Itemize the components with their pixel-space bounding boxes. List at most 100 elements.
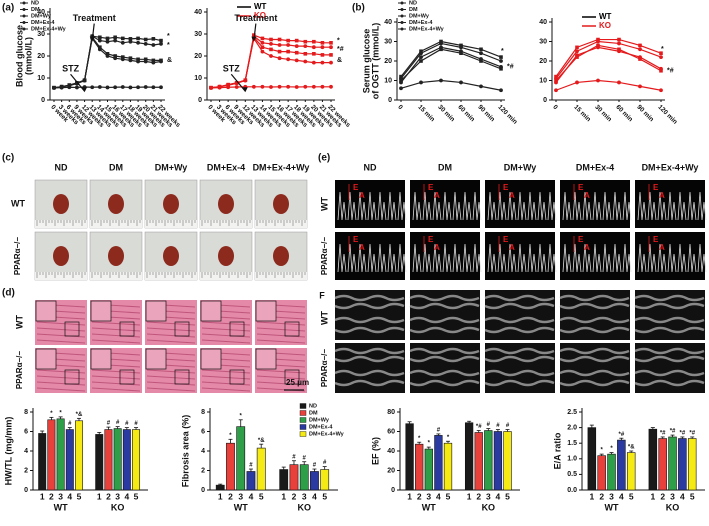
marker	[269, 37, 273, 42]
marker	[479, 47, 483, 52]
marker	[105, 54, 110, 58]
annotation: *	[601, 448, 604, 454]
fiber	[36, 333, 86, 338]
bar	[299, 464, 309, 491]
marker-label: A	[659, 243, 665, 252]
fiber	[146, 381, 196, 386]
fiber	[256, 321, 306, 326]
mmode-band	[559, 347, 630, 355]
series-line	[555, 40, 662, 79]
y-tick-label: 8	[24, 409, 28, 416]
annotation: *	[610, 446, 613, 452]
inset-box	[174, 321, 190, 337]
bar	[668, 436, 677, 491]
inset-box	[284, 321, 300, 337]
legend-label: DM	[31, 7, 40, 13]
heart	[163, 194, 179, 214]
annotation: *	[661, 46, 664, 53]
marker-label: A	[659, 191, 665, 200]
marker	[251, 84, 256, 89]
x-tick-label: 5	[446, 491, 451, 501]
fiber	[201, 327, 251, 332]
bar	[104, 429, 113, 491]
annotation: *	[501, 48, 504, 55]
marker	[419, 80, 423, 85]
marker	[269, 54, 273, 58]
marker	[479, 51, 483, 56]
marker	[120, 36, 125, 41]
marker	[329, 45, 333, 50]
x-tick-label: 1	[281, 491, 286, 501]
doppler-image	[485, 232, 555, 280]
marker	[75, 85, 79, 90]
marker	[312, 39, 316, 44]
y-tick-label: 8	[201, 409, 205, 416]
marker	[638, 84, 642, 89]
marker	[439, 39, 443, 44]
marker	[113, 54, 117, 58]
marker	[479, 57, 483, 61]
y-axis-label: of OGTT (mmol/L)	[370, 23, 380, 100]
mmode-band	[334, 316, 405, 324]
mmode-band	[334, 347, 405, 355]
marker	[277, 56, 282, 61]
mmode-band	[484, 355, 555, 363]
mmode-band	[559, 316, 630, 324]
legend-label: DM+Ex-4+Wy	[409, 26, 445, 32]
legend-swatch	[299, 417, 307, 423]
fiber	[36, 339, 86, 344]
bar	[279, 469, 289, 491]
arrow-head	[251, 36, 257, 42]
x-tick-label: 120 min	[496, 104, 518, 126]
y-tick-label: 1.0	[567, 456, 577, 463]
marker	[419, 55, 423, 59]
x-tick-label: 4	[496, 491, 501, 501]
x-tick-label: 5	[134, 491, 139, 501]
mmode-band	[409, 326, 480, 334]
x-tick-label: 30 min	[593, 104, 613, 124]
arrow-head	[89, 36, 95, 42]
marker	[209, 86, 213, 90]
doppler-image	[485, 180, 555, 228]
legend-marker	[400, 8, 404, 11]
bar	[65, 429, 74, 491]
bar	[587, 427, 597, 491]
marker	[419, 51, 423, 56]
legend-label: DM+Ex-4+Wy	[31, 26, 67, 32]
arrow	[230, 73, 246, 92]
bar	[658, 438, 667, 491]
fiber	[36, 375, 86, 380]
fiber	[256, 327, 306, 332]
mmode-band	[484, 316, 555, 324]
x-tick-label: 4	[67, 491, 72, 501]
annotation: *	[167, 33, 170, 40]
column-header: DM	[438, 162, 452, 172]
y-tick-label: 6	[24, 428, 28, 435]
marker	[97, 38, 102, 43]
inset	[145, 300, 167, 322]
marker	[617, 49, 621, 54]
heart	[108, 194, 124, 214]
mmode-band	[634, 326, 705, 334]
marker	[575, 55, 579, 59]
doppler-trace	[337, 243, 407, 273]
series-line	[400, 46, 502, 83]
x-tick-label: 3	[486, 491, 491, 501]
bar	[75, 420, 83, 491]
annotation: *	[240, 413, 243, 419]
series-line	[555, 38, 662, 77]
marker-label: E	[353, 183, 359, 192]
y-tick-label: 20	[194, 53, 202, 60]
bar	[678, 438, 687, 491]
annotation: &	[337, 57, 342, 64]
marker	[499, 64, 503, 69]
bar	[687, 438, 697, 491]
legend-marker	[400, 14, 404, 18]
marker	[120, 85, 125, 89]
annotation: *#	[670, 429, 676, 435]
marker	[311, 45, 316, 50]
ruler	[145, 220, 197, 228]
marker-label: E	[653, 235, 659, 244]
marker	[303, 44, 308, 48]
